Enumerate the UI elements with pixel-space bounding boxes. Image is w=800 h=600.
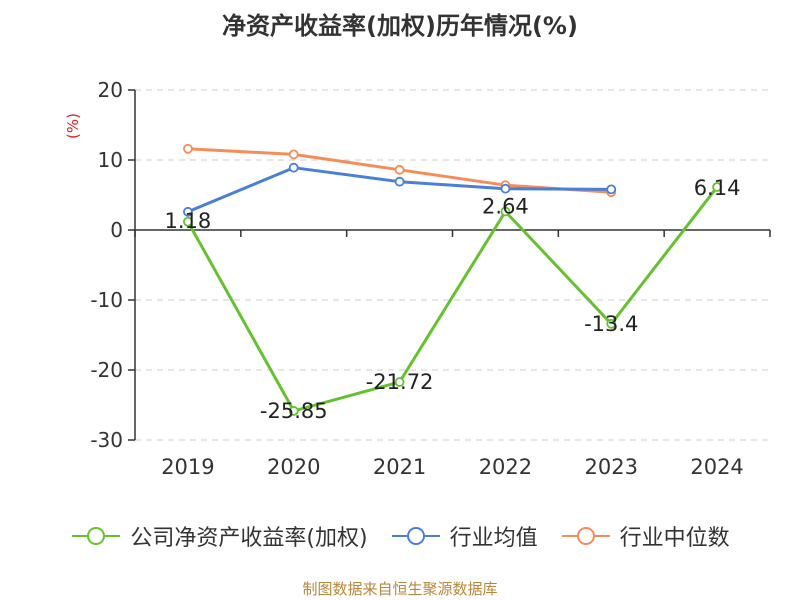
chart-title: 净资产收益率(加权)历年情况(%) — [222, 12, 578, 40]
legend-item-industry-avg[interactable]: 行业均值 — [390, 520, 538, 552]
data-point-industry_median — [183, 143, 193, 154]
data-label: 1.18 — [165, 209, 212, 233]
data-point-industry_avg — [606, 184, 617, 195]
series-line-company — [186, 186, 719, 413]
y-tick-label: 10 — [98, 148, 123, 172]
y-tick-label: 0 — [110, 218, 123, 242]
legend-item-industry-median[interactable]: 行业中位数 — [560, 520, 730, 552]
x-tick-label: 2023 — [585, 455, 638, 479]
x-tick-label: 2022 — [479, 455, 532, 479]
data-label: 6.14 — [694, 176, 741, 200]
y-tick-label: -10 — [90, 288, 123, 312]
data-point-industry_avg — [183, 206, 193, 217]
legend-item-company[interactable]: 公司净资产收益率(加权) — [70, 520, 368, 552]
x-tick-label: 2019 — [161, 455, 214, 479]
data-point-company — [712, 182, 722, 192]
legend-swatch-company — [72, 527, 121, 545]
data-point-company — [394, 377, 405, 387]
data-label: -25.85 — [260, 399, 328, 423]
data-label: -13.4 — [584, 312, 638, 336]
data-point-industry_median — [288, 149, 299, 160]
data-label: 2.64 — [482, 195, 529, 219]
data-point-company — [500, 206, 511, 217]
data-point-industry_avg — [288, 162, 299, 173]
y-tick-label: -20 — [90, 358, 123, 382]
legend-label-company: 公司净资产收益率(加权) — [130, 526, 368, 551]
data-point-industry_avg — [394, 176, 405, 187]
legend-label-industry-median: 行业中位数 — [619, 526, 730, 551]
data-point-company — [288, 406, 299, 416]
legend: 公司净资产收益率(加权) 行业均值 行业中位数 — [0, 520, 800, 552]
legend-label-industry-avg: 行业均值 — [449, 526, 538, 551]
data-label: -21.72 — [366, 370, 434, 394]
data-point-company — [183, 216, 193, 227]
source-note: 制图数据来自恒生聚源数据库 — [302, 580, 498, 598]
x-tick-label: 2021 — [373, 455, 426, 479]
legend-swatch-industry-avg — [391, 527, 440, 545]
legend-swatch-industry-median — [561, 527, 610, 545]
y-tick-label: 20 — [98, 78, 123, 102]
data-point-industry_avg — [500, 183, 511, 194]
y-axis-label: (%) — [64, 113, 82, 139]
data-point-company — [606, 318, 617, 329]
y-tick-label: -30 — [90, 428, 123, 452]
data-point-industry_median — [394, 164, 405, 175]
x-tick-label: 2020 — [267, 455, 320, 479]
x-tick-label: 2024 — [690, 455, 743, 479]
